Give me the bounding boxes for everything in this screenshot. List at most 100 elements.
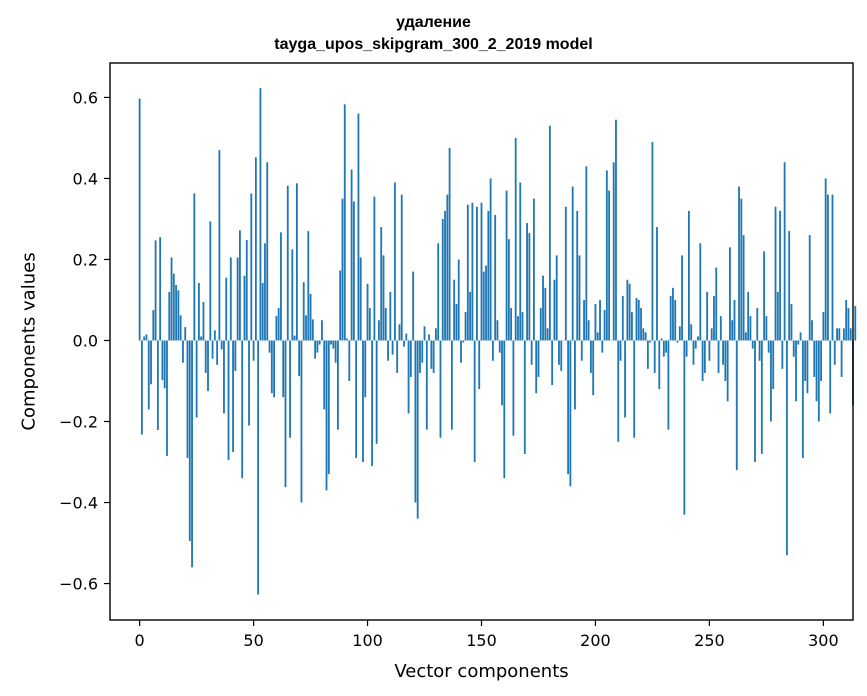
bar-160 — [503, 340, 506, 479]
bar-122 — [416, 340, 419, 519]
bar-181 — [551, 340, 554, 386]
bar-205 — [605, 170, 608, 341]
bar-52 — [257, 340, 260, 595]
bar-209 — [615, 119, 617, 341]
bar-243 — [692, 340, 695, 365]
bar-305 — [833, 340, 836, 365]
bar-1 — [140, 340, 143, 435]
bar-91 — [346, 338, 348, 341]
bar-310 — [845, 299, 848, 341]
bar-123 — [419, 340, 421, 373]
bar-292 — [804, 340, 807, 381]
bar-46 — [243, 275, 246, 341]
bar-109 — [387, 340, 389, 361]
y-tick-label: −0.4 — [59, 494, 98, 513]
bar-302 — [827, 194, 829, 341]
x-tick-label: 100 — [352, 631, 383, 650]
bar-4 — [147, 340, 150, 410]
bar-105 — [378, 320, 380, 341]
bar-86 — [334, 340, 337, 363]
bar-188 — [567, 340, 570, 475]
bar-83 — [327, 340, 330, 475]
bar-248 — [703, 340, 706, 373]
bar-134 — [444, 210, 446, 341]
bar-247 — [701, 340, 704, 381]
bar-85 — [332, 340, 335, 349]
chart-title-block: удаление tayga_upos_skipgram_300_2_2019 … — [0, 12, 867, 56]
bar-40 — [229, 257, 232, 341]
bar-72 — [302, 282, 305, 341]
bar-224 — [649, 340, 652, 343]
bar-196 — [585, 166, 588, 341]
bar-167 — [519, 182, 522, 341]
bar-57 — [268, 340, 271, 353]
bar-31 — [209, 221, 212, 341]
bar-222 — [644, 332, 647, 341]
bar-184 — [558, 340, 560, 365]
bar-20 — [184, 327, 187, 341]
bar-294 — [808, 235, 811, 341]
bar-274 — [763, 251, 766, 341]
bar-3 — [145, 334, 148, 341]
bar-24 — [193, 193, 196, 341]
bar-260 — [731, 320, 734, 341]
bar-70 — [298, 340, 301, 377]
bar-230 — [662, 340, 665, 357]
bar-18 — [179, 315, 182, 341]
bar-63 — [282, 340, 285, 398]
bar-159 — [501, 340, 503, 406]
bar-102 — [371, 340, 374, 467]
bar-142 — [462, 340, 465, 343]
bar-162 — [507, 239, 510, 341]
bar-0 — [138, 98, 141, 341]
bar-150 — [480, 202, 483, 341]
bar-149 — [478, 340, 481, 390]
bar-193 — [578, 255, 581, 341]
bar-170 — [526, 223, 528, 341]
bar-110 — [389, 291, 392, 341]
bar-94 — [352, 201, 355, 341]
bar-128 — [430, 340, 433, 369]
bar-259 — [729, 247, 731, 341]
bar-76 — [311, 319, 314, 341]
bar-43 — [236, 257, 239, 341]
bar-210 — [617, 340, 620, 442]
bar-73 — [305, 315, 307, 341]
bar-229 — [660, 338, 663, 341]
bar-225 — [651, 141, 654, 341]
bar-10 — [161, 340, 164, 381]
bar-189 — [569, 340, 572, 487]
bar-147 — [473, 340, 476, 463]
bar-298 — [817, 340, 820, 422]
bar-220 — [640, 308, 642, 341]
bar-270 — [754, 340, 756, 463]
bar-104 — [375, 340, 378, 444]
bar-154 — [489, 178, 492, 341]
bar-69 — [295, 183, 298, 341]
bar-237 — [678, 326, 681, 341]
bar-284 — [785, 340, 788, 556]
x-tick-label: 250 — [694, 631, 725, 650]
bar-289 — [797, 340, 800, 345]
bar-179 — [546, 328, 549, 341]
bar-265 — [742, 235, 745, 341]
bar-281 — [779, 210, 781, 341]
bar-151 — [482, 271, 485, 341]
bar-287 — [792, 340, 795, 357]
bar-187 — [564, 206, 567, 341]
bar-118 — [407, 340, 410, 414]
bar-64 — [284, 340, 287, 488]
bar-213 — [624, 340, 626, 418]
bar-54 — [261, 282, 264, 341]
bar-71 — [300, 340, 303, 503]
bar-106 — [380, 227, 383, 341]
bar-79 — [318, 340, 321, 345]
bar-249 — [706, 291, 709, 341]
bar-215 — [628, 283, 631, 341]
bar-68 — [293, 335, 296, 341]
bar-297 — [815, 340, 818, 402]
bar-165 — [514, 137, 517, 341]
bar-42 — [234, 340, 237, 371]
bar-195 — [583, 299, 585, 341]
